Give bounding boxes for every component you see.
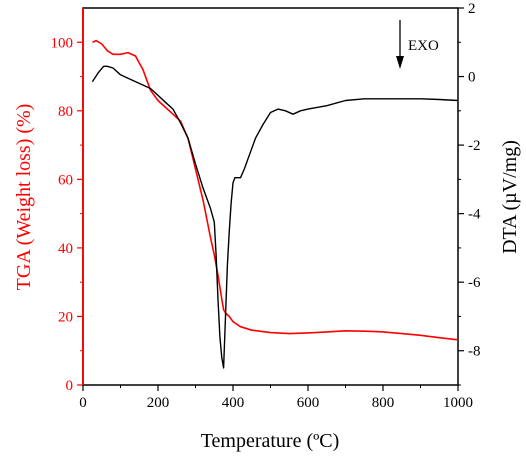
series-layer xyxy=(91,39,459,369)
bottom-axis-ticks: 0 200 400 600 800 1000 xyxy=(79,385,473,411)
dta-series-line xyxy=(91,65,459,369)
right-tick-label: -8 xyxy=(468,344,481,360)
right-tick-label: 2 xyxy=(468,1,476,17)
left-tick-label: 40 xyxy=(58,241,73,257)
x-tick-label: 1000 xyxy=(443,395,473,411)
x-axis-label: Temperature (ºC) xyxy=(201,430,340,452)
right-axis-label: DTA (µV/mg) xyxy=(499,140,521,254)
x-tick-label: 400 xyxy=(222,395,245,411)
plot-area xyxy=(82,7,459,386)
left-tick-label: 100 xyxy=(51,35,74,51)
x-tick-label: 600 xyxy=(297,395,320,411)
right-axis-ticks: -8 -6 -4 -2 0 2 xyxy=(458,1,481,386)
exo-arrow-head xyxy=(396,56,404,69)
tga-series-line xyxy=(92,39,459,341)
plot-border xyxy=(82,7,459,386)
x-tick-label: 800 xyxy=(372,395,395,411)
right-tick-label: -2 xyxy=(468,138,481,154)
right-tick-label: 0 xyxy=(468,70,476,86)
exo-annotation: EXO xyxy=(396,20,439,69)
x-tick-label: 200 xyxy=(147,395,170,411)
right-tick-label: -6 xyxy=(468,275,481,291)
x-tick-label: 0 xyxy=(79,395,87,411)
left-tick-label: 60 xyxy=(58,172,73,188)
left-axis-ticks: 0 20 40 60 80 100 xyxy=(51,35,83,394)
left-tick-label: 0 xyxy=(66,378,74,394)
left-tick-label: 20 xyxy=(58,309,73,325)
right-tick-label: -4 xyxy=(468,207,481,223)
exo-label: EXO xyxy=(408,38,439,54)
left-tick-label: 80 xyxy=(58,104,73,120)
left-axis-label: TGA (Weight loss) (%) xyxy=(13,104,35,291)
